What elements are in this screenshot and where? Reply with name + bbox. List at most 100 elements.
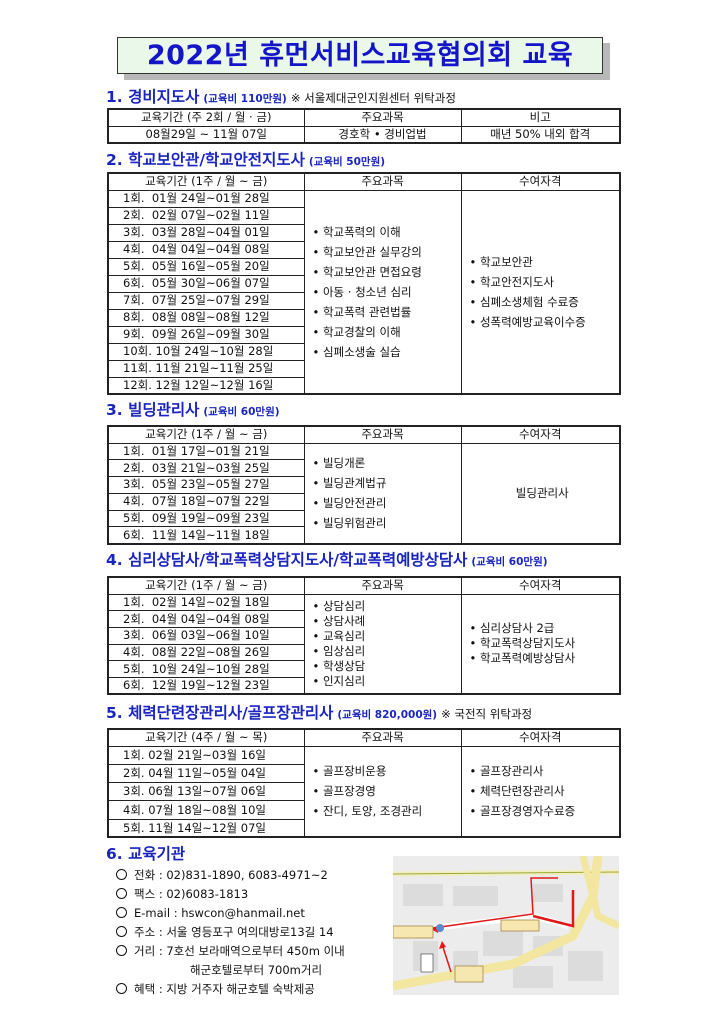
period-cell: 08월29일 ~ 11월 07일	[107, 125, 305, 144]
subject-item: • 빌딩안전관리	[312, 496, 387, 511]
remark-cell: 매년 50% 내외 합격	[460, 125, 621, 144]
period-cell: 4회. 04월 04일~04월 08일	[107, 240, 305, 259]
subject-item: • 학교보안관 실무강의	[312, 244, 422, 259]
qualification-item: • 학교폭력상담지도사	[469, 636, 576, 651]
period-cell: 4회. 07월 18일~07월 22일	[107, 492, 305, 511]
schedule-row: 8회. 08월 08일~08월 12일	[107, 308, 620, 327]
subject-item: • 잔디, 토양, 조경관리	[312, 804, 423, 819]
schedule-row: 5회. 09월 19일~09월 23일	[107, 509, 620, 528]
subject-item: • 학교폭력의 이해	[312, 224, 401, 239]
schedule-row: 1회. 02월 21일~03월 16일 • 골프장비운용 • 골프장경영 • 잔디, …	[107, 745, 621, 838]
contact-benefit: 혜택 : 지방 거주자 해군호텔 숙박제공	[116, 981, 315, 997]
period-cell: 4회. 07월 18일~08월 10일	[107, 800, 305, 820]
period-cell: 7회. 07월 25일~07월 29일	[107, 291, 305, 310]
schedule-row: 3회. 03월 28일~04월 01일	[107, 223, 620, 242]
schedule-row: 11회. 11월 21일~11월 25일	[107, 359, 620, 378]
email-link[interactable]: E-mail : hswcon@hanmail.net	[134, 906, 305, 920]
header-cell: 수여자격	[460, 172, 621, 191]
section-1-table: 교육기간 (주 2회 / 월 · 금) 주요과목 비고 08월29일 ~ 11월…	[107, 108, 621, 144]
qualification-item: 빌딩관리사	[515, 486, 569, 501]
period-cell: 9회. 09월 26일~09월 30일	[107, 325, 305, 344]
schedule-row: 12회. 12월 12일~12월 16일	[107, 376, 620, 395]
circle-bullet-icon	[116, 907, 127, 918]
period-cell: 5회. 10월 24일~10월 28일	[107, 660, 305, 678]
qualification-item: • 심폐소생체험 수료증	[469, 294, 579, 309]
subject-item: • 교육심리	[312, 628, 366, 643]
schedule-row: 1회. 01월 17일~01월 21일 • 빌딩개론 • 빌딩관계법규 • 빌딩안전관…	[107, 442, 621, 545]
contact-address: 주소 : 서울 영등포구 여의대방로13길 14	[116, 924, 334, 940]
header-cell: 교육기간 (1주 / 월 ~ 금)	[107, 172, 305, 191]
subject-item: • 골프장비운용	[312, 764, 387, 779]
subject-item: • 학생상담	[312, 658, 366, 673]
qualification-item: • 골프장관리사	[469, 764, 544, 779]
map-label-station	[500, 919, 540, 932]
contact-phone: 전화 : 02)831-1890, 6083-4971~2	[116, 867, 328, 883]
schedule-row: 3회. 05월 23일~05월 27일	[107, 476, 620, 494]
section-1-heading: 1. 경비지도사 (교육비 110만원) ※ 서울제대군인지원센터 위탁과정	[106, 88, 456, 106]
period-cell: 2회. 03월 21일~03월 25일	[107, 459, 305, 478]
period-cell: 3회. 06월 13일~07월 06일	[107, 782, 305, 802]
map-label-hotel	[454, 965, 484, 983]
period-cell: 5회. 11월 14일~12월 07일	[107, 818, 305, 838]
circle-bullet-icon	[116, 945, 127, 956]
section-2-table: 교육기간 (1주 / 월 ~ 금) 주요과목 수여자격 1회. 01월 24일~01월…	[107, 172, 621, 395]
subjects-cell: • 상담심리 • 상담사례 • 교육심리 • 임상심리 • 학생상담 • 인지심리	[303, 593, 462, 695]
contact-distance: 거리 : 7호선 보라매역으로부터 450m 이내	[116, 943, 345, 959]
subject-item: • 학교보안관 면접요령	[312, 264, 422, 279]
qualification-item: • 체력단련장관리사	[469, 784, 565, 799]
period-cell: 3회. 03월 28일~04월 01일	[107, 223, 305, 242]
circle-bullet-icon	[116, 869, 127, 880]
subject-item: • 상담심리	[312, 598, 366, 613]
header-cell: 주요과목	[303, 576, 462, 595]
section-2-heading: 2. 학교보안관/학교안전지도사 (교육비 50만원)	[106, 151, 386, 169]
period-cell: 1회. 01월 24일~01월 28일	[107, 189, 305, 208]
subjects-cell: • 빌딩개론 • 빌딩관계법규 • 빌딩안전관리 • 빌딩위험관리	[303, 442, 462, 545]
qualification-item: • 골프장경영자수료증	[469, 804, 576, 819]
schedule-row: 5회. 11월 14일~12월 07일	[107, 818, 620, 838]
header-cell: 교육기간 (1주 / 월 ~ 금)	[107, 425, 305, 444]
period-cell: 4회. 08월 22일~08월 26일	[107, 643, 305, 662]
qualifications-cell: 빌딩관리사	[460, 442, 621, 545]
period-cell: 6회. 12월 19일~12월 23일	[107, 676, 305, 695]
schedule-row: 5회. 10월 24일~10월 28일	[107, 660, 620, 678]
subjects-cell: • 학교폭력의 이해 • 학교보안관 실무강의 • 학교보안관 면접요령 • 아동 ·…	[303, 189, 462, 395]
page-title-box: 2022년 휴먼서비스교육협의회 교육	[117, 37, 603, 74]
subject-item: • 임상심리	[312, 643, 366, 658]
period-cell: 6회. 11월 14일~11월 18일	[107, 526, 305, 545]
route-line-hotel	[441, 943, 452, 973]
map-label-box	[420, 953, 434, 973]
period-cell: 5회. 09월 19일~09월 23일	[107, 509, 305, 528]
subject-item: • 학교폭력 관련법률	[312, 304, 412, 319]
period-cell: 8회. 08월 08일~08월 12일	[107, 308, 305, 327]
header-cell: 수여자격	[460, 728, 621, 747]
contact-distance-2: 해군호텔로부터 700m거리	[190, 963, 323, 977]
map-label-destination	[393, 925, 434, 939]
subject-item: • 빌딩위험관리	[312, 516, 387, 531]
page-title: 2022년 휴먼서비스교육협의회 교육	[146, 40, 574, 71]
subject-item: • 상담사례	[312, 613, 366, 628]
schedule-row: 4회. 07월 18일~07월 22일	[107, 492, 620, 511]
header-cell: 주요과목	[303, 728, 462, 747]
schedule-row: 2회. 04월 11일~05월 04일	[107, 763, 620, 784]
qualifications-cell: • 골프장관리사 • 체력단련장관리사 • 골프장경영자수료증	[460, 745, 621, 838]
period-cell: 2회. 04월 04일~04월 08일	[107, 610, 305, 628]
circle-bullet-icon	[116, 926, 127, 937]
period-cell: 3회. 05월 23일~05월 27일	[107, 476, 305, 494]
subject-item: • 빌딩개론	[312, 456, 366, 471]
period-cell: 12회. 12월 12일~12월 16일	[107, 376, 305, 395]
qualifications-cell: • 심리상담사 2급 • 학교폭력상담지도사 • 학교폭력예방상담사	[460, 593, 621, 695]
period-cell: 3회. 06월 03일~06월 10일	[107, 626, 305, 645]
circle-bullet-icon	[116, 888, 127, 899]
period-cell: 2회. 04월 11일~05월 04일	[107, 763, 305, 784]
period-cell: 2회. 02월 07일~02월 11일	[107, 206, 305, 225]
subject-item: • 심폐소생술 실습	[312, 344, 401, 359]
subject-item: • 학교경찰의 이해	[312, 324, 401, 339]
header-cell: 교육기간 (1주 / 월 ~ 금)	[107, 576, 305, 595]
schedule-row: 5회. 05월 16일~05월 20일	[107, 257, 620, 276]
schedule-row: 2회. 04월 04일~04월 08일	[107, 610, 620, 628]
period-cell: 1회. 02월 21일~03월 16일	[107, 745, 305, 765]
arrow-icon	[439, 941, 446, 949]
section-6-heading: 6. 교육기관	[106, 845, 186, 863]
header-cell: 수여자격	[460, 425, 621, 444]
